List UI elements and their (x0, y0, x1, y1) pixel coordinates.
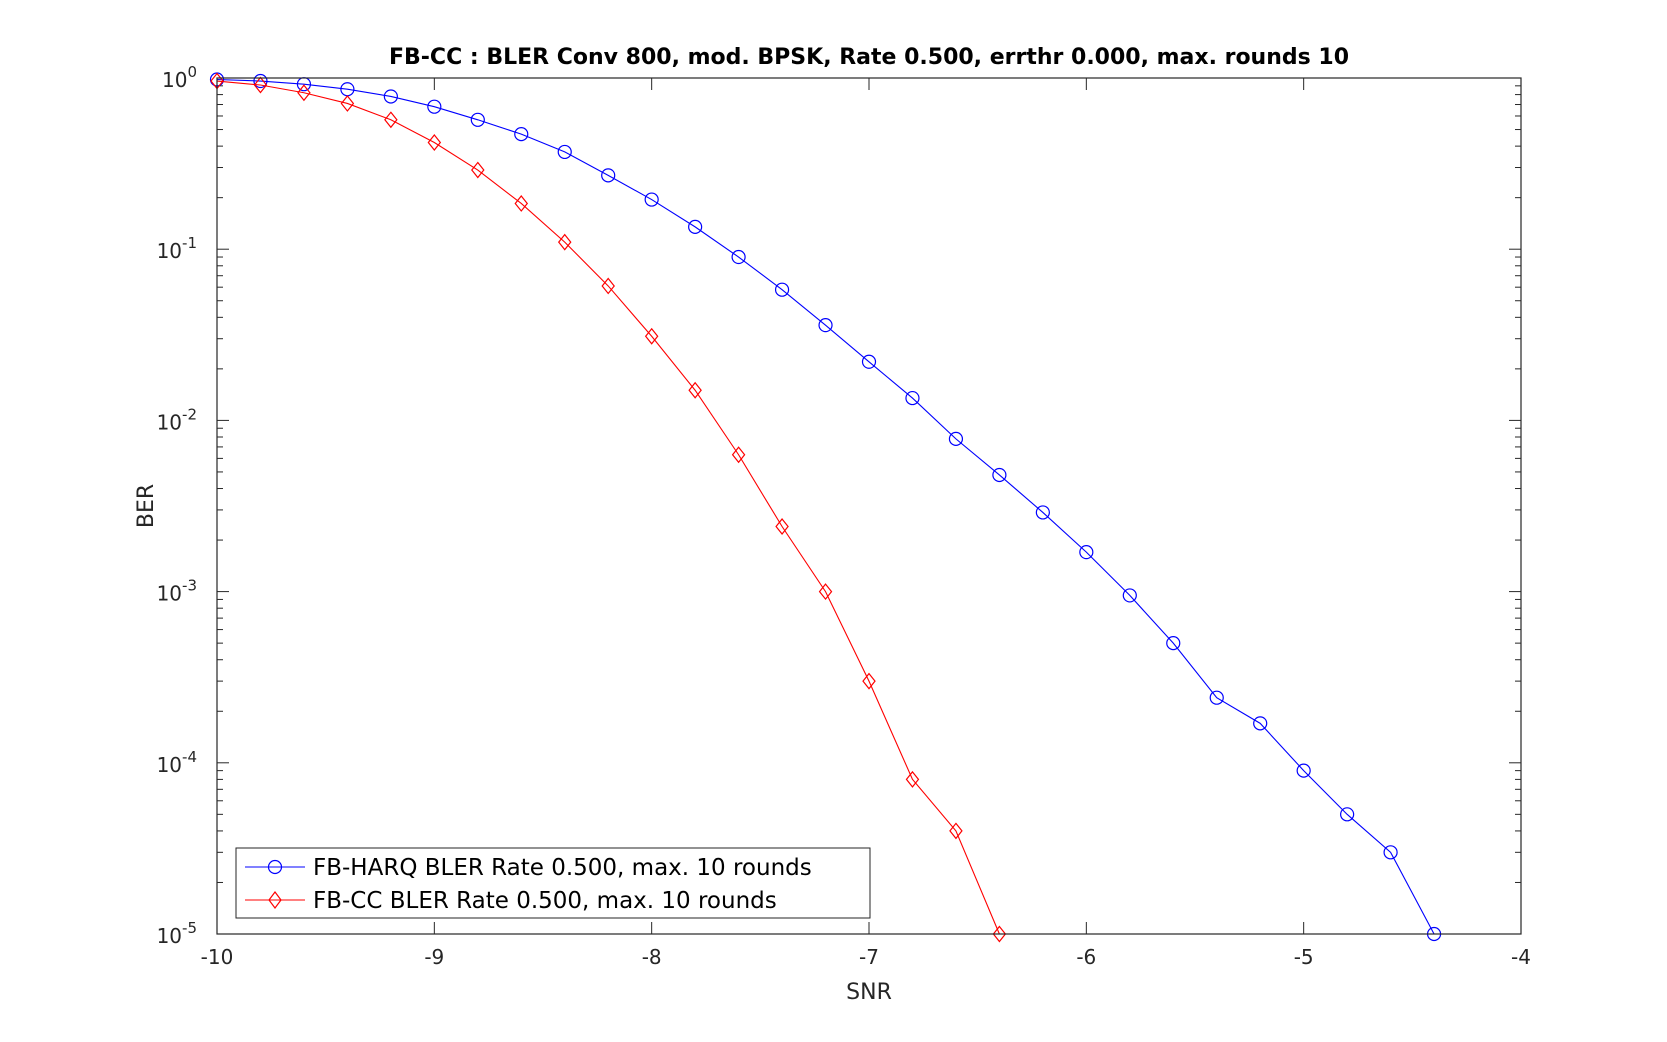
data-point (1209, 690, 1224, 705)
legend-label-harq: FB-HARQ BLER Rate 0.500, max. 10 rounds (313, 855, 812, 881)
data-point (557, 233, 572, 251)
data-point (775, 518, 789, 535)
data-point (1122, 588, 1137, 603)
data-point (471, 161, 485, 179)
data-point (862, 672, 876, 690)
data-point (688, 381, 702, 399)
data-point (601, 277, 615, 295)
data-point (1166, 636, 1181, 651)
data-point (253, 76, 268, 94)
legend-label-cc: FB-CC BLER Rate 0.500, max. 10 rounds (313, 888, 777, 914)
data-point (818, 318, 833, 333)
series-line (216, 78, 1435, 935)
data-point (514, 127, 529, 142)
data-point (427, 99, 442, 114)
data-point (774, 282, 790, 297)
y-tick-label: 10-5 (157, 919, 197, 948)
data-point (470, 112, 485, 127)
data-point (253, 73, 268, 89)
data-point (1035, 505, 1050, 520)
series-line (216, 80, 1000, 935)
data-point (992, 467, 1007, 483)
series-layer (209, 72, 1442, 943)
data-point (1079, 545, 1094, 560)
data-point (905, 770, 920, 788)
x-tick-labels: -10 -9 -8 -7 -6 -5 -4 (201, 945, 1531, 969)
data-point (644, 192, 659, 207)
x-tick-label: -10 (201, 945, 234, 969)
data-point (818, 583, 833, 601)
y-tick-label: 10-3 (157, 577, 197, 606)
x-tick-label: -8 (642, 945, 662, 969)
data-point (731, 249, 746, 265)
series-fb-cc (210, 72, 1007, 943)
data-point (949, 822, 963, 840)
x-tick-label: -4 (1511, 945, 1531, 969)
data-point (1296, 763, 1311, 778)
chart-title: FB-CC : BLER Conv 800, mod. BPSK, Rate 0… (389, 45, 1349, 70)
legend-marker-cc (268, 891, 282, 909)
data-point (601, 168, 616, 183)
y-tick-labels: 100 10-1 10-2 10-3 10-4 10-5 (157, 63, 197, 948)
data-point (514, 194, 529, 212)
data-point (731, 446, 746, 464)
data-point (297, 84, 311, 102)
data-point (427, 134, 442, 151)
data-point (688, 219, 703, 234)
y-tick-label: 10-2 (157, 405, 197, 434)
legend-box (235, 847, 871, 919)
data-point (948, 431, 964, 446)
x-axis-label: SNR (846, 980, 892, 1005)
plot-frame (216, 77, 1522, 935)
data-point (383, 89, 398, 104)
data-point (905, 390, 920, 406)
y-axis-label: BER (134, 484, 159, 528)
x-tick-label: -5 (1294, 945, 1314, 969)
legend-marker-harq (267, 859, 283, 875)
legend: FB-HARQ BLER Rate 0.500, max. 10 rounds … (235, 847, 871, 919)
axis-ticks (216, 77, 1522, 935)
y-tick-label: 100 (162, 63, 197, 92)
data-point (1340, 807, 1355, 822)
x-tick-label: -6 (1076, 945, 1096, 969)
data-point (861, 354, 877, 369)
data-point (644, 327, 659, 345)
data-point (1383, 845, 1398, 860)
y-tick-label: 10-4 (157, 748, 197, 777)
data-point (557, 144, 572, 160)
plot-area (217, 78, 1521, 934)
data-point (340, 95, 355, 112)
data-point (384, 111, 398, 129)
x-tick-label: -7 (859, 945, 879, 969)
series-fb-harq (209, 72, 1442, 942)
x-tick-label: -9 (424, 945, 444, 969)
data-point (1253, 716, 1268, 731)
y-tick-label: 10-1 (157, 234, 197, 263)
data-point (992, 925, 1007, 943)
